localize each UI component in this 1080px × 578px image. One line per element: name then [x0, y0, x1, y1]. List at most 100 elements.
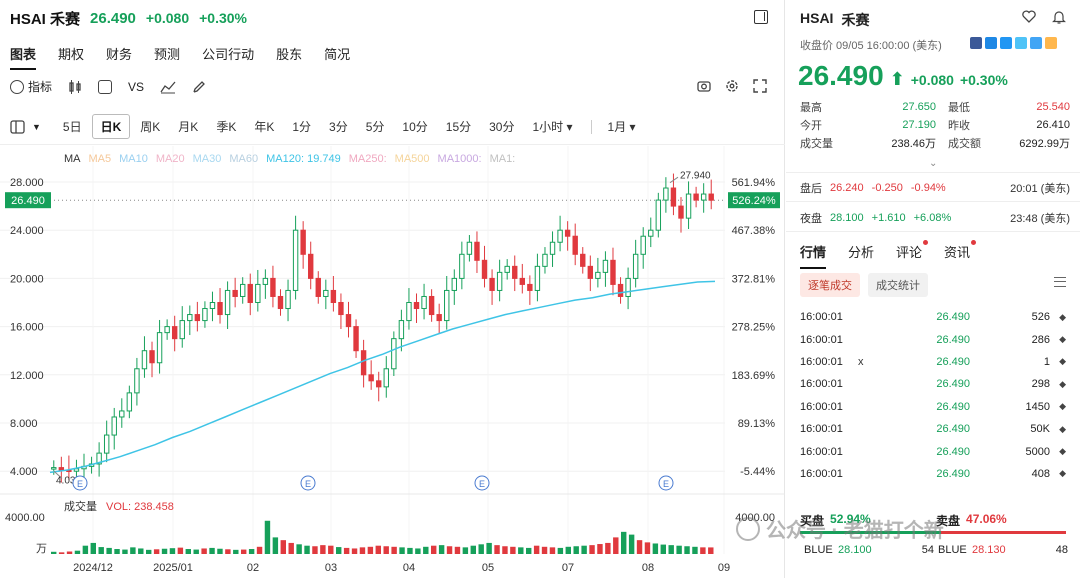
candle-body — [308, 253, 314, 279]
volume-bar — [106, 547, 112, 554]
period-1h[interactable]: 1小时 ▾ — [532, 120, 573, 134]
ma-legend-item: MA30 — [192, 153, 222, 165]
chevron-down-icon[interactable]: ▼ — [32, 121, 41, 132]
period-1m[interactable]: 1分 — [292, 120, 312, 134]
period-daily[interactable]: 日K — [91, 114, 131, 139]
candle-body — [300, 229, 306, 255]
layout-icon[interactable] — [10, 119, 26, 134]
tab-financials[interactable]: 财务 — [106, 47, 133, 62]
candle-body — [580, 253, 586, 267]
after-hours-time: 20:01 (美东) — [1010, 183, 1070, 195]
overnight-time: 23:48 (美东) — [1010, 213, 1070, 225]
volume-bar — [90, 542, 96, 554]
earnings-label: E — [479, 479, 485, 489]
period-weekly[interactable]: 周K — [140, 120, 161, 134]
volume-bar — [399, 547, 405, 554]
tab-news[interactable]: 资讯 — [944, 240, 977, 269]
heart-icon[interactable] — [1022, 10, 1036, 23]
volume-bar — [636, 540, 643, 554]
after-hours-pct: -0.94% — [910, 182, 946, 194]
tab-quotes[interactable]: 行情 — [800, 242, 827, 269]
tab-comments[interactable]: 评论 — [896, 240, 929, 269]
period-30m[interactable]: 30分 — [489, 120, 515, 134]
quote-change-pct: +0.30% — [959, 72, 1008, 88]
collapse-panel-icon[interactable] — [754, 10, 768, 24]
candle-style-button[interactable] — [68, 79, 82, 94]
candle-body — [436, 314, 442, 322]
settings-icon[interactable] — [725, 79, 739, 93]
candle-body — [708, 193, 714, 201]
subtab-tick-trades[interactable]: 逐笔成交 — [800, 273, 860, 297]
period-quarterly[interactable]: 季K — [216, 120, 237, 134]
x-tick-label: 04 — [403, 562, 415, 574]
tab-corporate-actions[interactable]: 公司行动 — [202, 47, 255, 62]
range-selector[interactable]: 1月 ▾ — [607, 120, 636, 134]
period-3m[interactable]: 3分 — [329, 120, 348, 134]
expand-chevron-icon[interactable]: ⌄ — [929, 158, 938, 169]
tab-chart[interactable]: 图表 — [10, 44, 37, 70]
tab-analysis[interactable]: 分析 — [848, 245, 875, 260]
earnings-icon — [300, 475, 316, 491]
subtab-trade-stats[interactable]: 成交统计 — [868, 273, 928, 297]
draw-button[interactable] — [192, 80, 206, 94]
ma-legend-item: MA10 — [119, 153, 148, 165]
camera-icon[interactable] — [697, 79, 711, 93]
candle-body — [360, 350, 367, 376]
x-tick-label: 2025/01 — [153, 562, 193, 574]
volume-bar — [280, 540, 286, 554]
notification-dot — [971, 240, 977, 245]
candle-body — [209, 302, 216, 310]
candle-body — [481, 259, 488, 279]
price-chart[interactable]: 28.000 561.94% 24.000 467.38% 20.000 372.81% 1… — [0, 146, 785, 578]
fullscreen-icon[interactable] — [753, 79, 767, 93]
period-yearly[interactable]: 年K — [254, 120, 275, 134]
tab-profile[interactable]: 简况 — [324, 47, 351, 62]
diamond-icon: ◆ — [1059, 446, 1066, 457]
trade-row: 16:00:01 26.490 298 ◆ — [800, 373, 1066, 395]
square-button[interactable] — [98, 79, 113, 94]
low-marker-line — [53, 470, 63, 479]
diamond-icon: ◆ — [1059, 423, 1066, 434]
candle-body — [459, 253, 465, 279]
y-tick-label: 4.000 — [10, 466, 38, 478]
volume-title: 成交量 — [64, 499, 97, 513]
trade-cell: 26.490 — [936, 311, 970, 324]
pct-tick-label: 183.69% — [732, 370, 776, 382]
candle-body — [474, 241, 480, 261]
stat-label: 最低 — [948, 102, 970, 114]
ma-legend-item: MA1000: — [437, 153, 482, 165]
volume-bar — [708, 547, 714, 554]
trade-cell: 26.490 — [936, 378, 970, 391]
diamond-icon: ◆ — [1059, 356, 1066, 367]
tab-options[interactable]: 期权 — [58, 47, 85, 62]
period-monthly[interactable]: 月K — [178, 120, 199, 134]
indicator-button[interactable]: 指标 — [10, 78, 52, 95]
candle-body — [141, 350, 148, 370]
ask-summary: 卖盘 47.06% — [936, 512, 1007, 529]
volume-bar — [146, 549, 152, 554]
chart-panel: HSAI 禾赛 26.490 +0.080 +0.30% 图表 期权 财务 预测… — [0, 0, 785, 578]
period-15m[interactable]: 15分 — [445, 120, 472, 134]
candle-body — [451, 277, 457, 291]
period-10m[interactable]: 10分 — [402, 120, 428, 134]
overnight-price: 28.100 — [830, 212, 864, 224]
bell-icon[interactable] — [1052, 10, 1066, 24]
pct-tick-label: 467.38% — [732, 225, 776, 237]
volume-bar — [74, 550, 81, 554]
stat-label: 昨收 — [948, 120, 970, 132]
tab-forecast[interactable]: 预测 — [154, 47, 181, 62]
period-5d[interactable]: 5日 — [62, 120, 82, 134]
tab-shareholders[interactable]: 股东 — [276, 47, 303, 62]
stat-label: 最高 — [800, 102, 822, 114]
volume-bar — [391, 546, 397, 554]
candle-body — [398, 320, 405, 340]
stat-row: 今开 27.190 昨收 26.410 — [800, 116, 1070, 134]
candle-body — [685, 193, 692, 219]
compare-button[interactable]: VS — [128, 80, 144, 94]
list-menu-icon[interactable] — [1054, 277, 1066, 287]
volume-bar — [98, 547, 104, 554]
period-5m[interactable]: 5分 — [365, 120, 385, 134]
chart-type-button[interactable] — [160, 80, 176, 94]
candle-body — [323, 289, 329, 297]
candle-body — [496, 271, 503, 291]
